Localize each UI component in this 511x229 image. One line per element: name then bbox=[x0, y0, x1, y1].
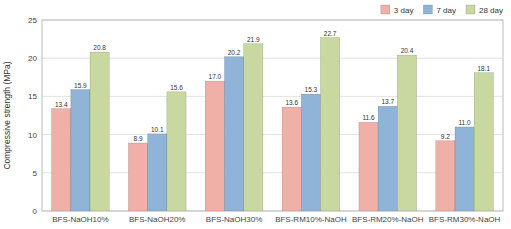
data-label: 13.6 bbox=[285, 99, 298, 106]
data-label: 11.6 bbox=[362, 114, 375, 121]
grid-line bbox=[42, 134, 503, 135]
data-label: 10.1 bbox=[151, 126, 164, 133]
y-tick-label: 20 bbox=[28, 54, 37, 63]
legend-label: 3 day bbox=[394, 6, 414, 15]
data-label: 20.8 bbox=[93, 44, 106, 51]
legend: 3 day 7 day 28 day bbox=[381, 5, 503, 15]
bar bbox=[359, 122, 378, 211]
y-tick-label: 15 bbox=[28, 92, 37, 101]
data-label: 15.3 bbox=[305, 86, 318, 93]
data-label: 20.4 bbox=[401, 47, 414, 54]
x-tick-label: BFS-NaOH10% bbox=[52, 215, 108, 224]
data-label: 18.1 bbox=[477, 65, 490, 72]
legend-label: 7 day bbox=[436, 6, 456, 15]
y-tick-label: 25 bbox=[28, 16, 37, 25]
chart: 0 5 10 15 20 25 13.4 8.9 17.0 13.6 11.6 9.2 15.9 10.1… bbox=[0, 0, 511, 229]
x-tick-label: BFS-NaOH20% bbox=[129, 215, 185, 224]
bar bbox=[436, 141, 455, 211]
bar bbox=[321, 38, 340, 211]
legend-label: 28 day bbox=[479, 6, 503, 15]
bar bbox=[474, 73, 493, 211]
bar bbox=[301, 94, 320, 211]
bar bbox=[148, 134, 167, 211]
legend-swatch bbox=[466, 5, 475, 14]
data-label: 13.4 bbox=[55, 101, 68, 108]
legend-swatch bbox=[381, 5, 390, 14]
data-label: 21.9 bbox=[247, 36, 260, 43]
grid-line bbox=[42, 58, 503, 59]
x-tick-label: BFS-RM30%-NaOH bbox=[429, 215, 501, 224]
data-label: 15.9 bbox=[74, 82, 87, 89]
bar bbox=[205, 81, 224, 211]
legend-swatch bbox=[423, 5, 432, 14]
data-label: 22.7 bbox=[324, 30, 337, 37]
bar bbox=[455, 127, 474, 211]
data-label: 20.2 bbox=[228, 49, 241, 56]
grid-line bbox=[42, 96, 503, 97]
data-label: 15.6 bbox=[170, 84, 183, 91]
y-axis-label: Compressive strength (MPa) bbox=[2, 61, 12, 169]
data-label: 17.0 bbox=[209, 73, 222, 80]
bar bbox=[52, 109, 71, 211]
bar bbox=[128, 143, 147, 211]
bar bbox=[282, 107, 301, 211]
plot-frame bbox=[42, 20, 503, 211]
x-tick-label: BFS-RM10%-NaOH bbox=[275, 215, 347, 224]
bar bbox=[167, 92, 186, 211]
bars bbox=[52, 38, 494, 211]
bar bbox=[378, 106, 397, 211]
data-label: 13.7 bbox=[381, 98, 394, 105]
bar bbox=[397, 55, 416, 211]
chart-container: 0 5 10 15 20 25 13.4 8.9 17.0 13.6 11.6 9.2 15.9 10.1… bbox=[0, 0, 511, 229]
data-label: 8.9 bbox=[134, 135, 143, 142]
bar bbox=[71, 90, 90, 211]
grid-line bbox=[42, 172, 503, 173]
y-tick-label: 5 bbox=[33, 169, 38, 178]
x-tick-label: BFS-RM20%-NaOH bbox=[352, 215, 424, 224]
x-tick-label: BFS-NaOH30% bbox=[206, 215, 262, 224]
bar bbox=[224, 57, 243, 211]
data-labels: 13.4 8.9 17.0 13.6 11.6 9.2 15.9 10.1 20.2 15.3 13… bbox=[55, 30, 491, 142]
y-tick-label: 10 bbox=[28, 131, 37, 140]
y-tick-label: 0 bbox=[33, 207, 38, 216]
bar bbox=[90, 52, 109, 211]
data-label: 11.0 bbox=[458, 119, 471, 126]
bar bbox=[244, 44, 263, 211]
data-label: 9.2 bbox=[441, 133, 450, 140]
